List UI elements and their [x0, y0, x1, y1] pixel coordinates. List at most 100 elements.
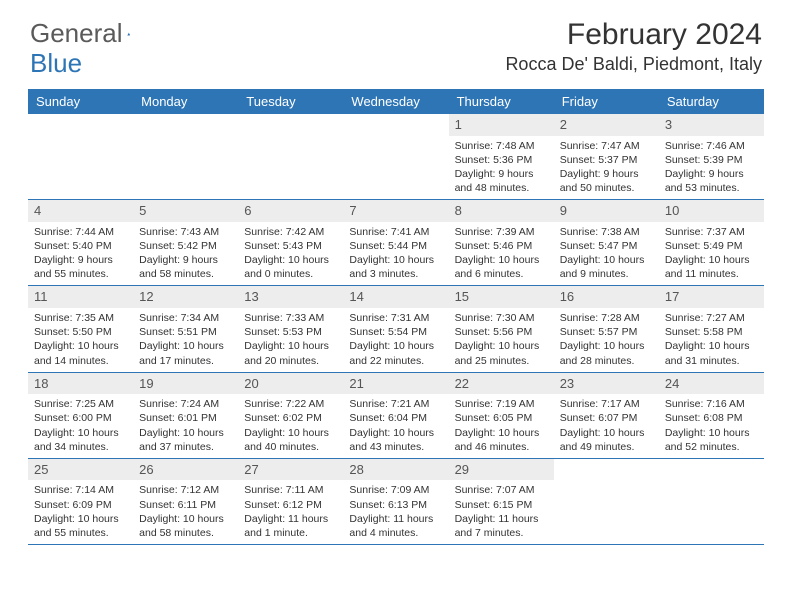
- sunrise-text: Sunrise: 7:46 AM: [665, 139, 758, 153]
- daylight-text: Daylight: 10 hours and 6 minutes.: [455, 253, 548, 281]
- sunrise-text: Sunrise: 7:24 AM: [139, 397, 232, 411]
- day-cell: 16Sunrise: 7:28 AMSunset: 5:57 PMDayligh…: [554, 286, 659, 371]
- daylight-text: Daylight: 9 hours and 53 minutes.: [665, 167, 758, 195]
- sunrise-text: Sunrise: 7:14 AM: [34, 483, 127, 497]
- sail-icon: [127, 23, 131, 45]
- day-cell: 8Sunrise: 7:39 AMSunset: 5:46 PMDaylight…: [449, 200, 554, 285]
- sunrise-text: Sunrise: 7:38 AM: [560, 225, 653, 239]
- day-body: Sunrise: 7:46 AMSunset: 5:39 PMDaylight:…: [659, 136, 764, 200]
- day-cell: 17Sunrise: 7:27 AMSunset: 5:58 PMDayligh…: [659, 286, 764, 371]
- sunrise-text: Sunrise: 7:47 AM: [560, 139, 653, 153]
- day-number: 7: [343, 200, 448, 222]
- day-cell: 23Sunrise: 7:17 AMSunset: 6:07 PMDayligh…: [554, 373, 659, 458]
- sunset-text: Sunset: 6:15 PM: [455, 498, 548, 512]
- daylight-text: Daylight: 10 hours and 58 minutes.: [139, 512, 232, 540]
- sunrise-text: Sunrise: 7:07 AM: [455, 483, 548, 497]
- daylight-text: Daylight: 10 hours and 22 minutes.: [349, 339, 442, 367]
- sunset-text: Sunset: 5:43 PM: [244, 239, 337, 253]
- day-body: Sunrise: 7:12 AMSunset: 6:11 PMDaylight:…: [133, 480, 238, 544]
- brand-part2: Blue: [30, 48, 82, 79]
- sunset-text: Sunset: 6:12 PM: [244, 498, 337, 512]
- daylight-text: Daylight: 10 hours and 43 minutes.: [349, 426, 442, 454]
- sunset-text: Sunset: 5:51 PM: [139, 325, 232, 339]
- day-cell: 10Sunrise: 7:37 AMSunset: 5:49 PMDayligh…: [659, 200, 764, 285]
- daylight-text: Daylight: 10 hours and 3 minutes.: [349, 253, 442, 281]
- day-number: 12: [133, 286, 238, 308]
- day-cell: [659, 459, 764, 544]
- day-cell: 19Sunrise: 7:24 AMSunset: 6:01 PMDayligh…: [133, 373, 238, 458]
- location-subtitle: Rocca De' Baldi, Piedmont, Italy: [505, 54, 762, 75]
- day-body: Sunrise: 7:37 AMSunset: 5:49 PMDaylight:…: [659, 222, 764, 286]
- day-number: 6: [238, 200, 343, 222]
- day-cell: 3Sunrise: 7:46 AMSunset: 5:39 PMDaylight…: [659, 114, 764, 199]
- day-number: 18: [28, 373, 133, 395]
- day-body: Sunrise: 7:09 AMSunset: 6:13 PMDaylight:…: [343, 480, 448, 544]
- day-number: 21: [343, 373, 448, 395]
- sunset-text: Sunset: 5:56 PM: [455, 325, 548, 339]
- day-cell: 1Sunrise: 7:48 AMSunset: 5:36 PMDaylight…: [449, 114, 554, 199]
- dow-thursday: Thursday: [449, 89, 554, 114]
- sunset-text: Sunset: 6:07 PM: [560, 411, 653, 425]
- sunrise-text: Sunrise: 7:35 AM: [34, 311, 127, 325]
- sunrise-text: Sunrise: 7:33 AM: [244, 311, 337, 325]
- day-body: Sunrise: 7:44 AMSunset: 5:40 PMDaylight:…: [28, 222, 133, 286]
- day-number: 25: [28, 459, 133, 481]
- day-body: Sunrise: 7:39 AMSunset: 5:46 PMDaylight:…: [449, 222, 554, 286]
- brand-part1: General: [30, 18, 123, 49]
- day-body: Sunrise: 7:41 AMSunset: 5:44 PMDaylight:…: [343, 222, 448, 286]
- week-row: 25Sunrise: 7:14 AMSunset: 6:09 PMDayligh…: [28, 458, 764, 544]
- daylight-text: Daylight: 10 hours and 20 minutes.: [244, 339, 337, 367]
- sunset-text: Sunset: 5:46 PM: [455, 239, 548, 253]
- sunrise-text: Sunrise: 7:09 AM: [349, 483, 442, 497]
- sunset-text: Sunset: 6:01 PM: [139, 411, 232, 425]
- day-cell: 21Sunrise: 7:21 AMSunset: 6:04 PMDayligh…: [343, 373, 448, 458]
- day-cell: 25Sunrise: 7:14 AMSunset: 6:09 PMDayligh…: [28, 459, 133, 544]
- daylight-text: Daylight: 10 hours and 40 minutes.: [244, 426, 337, 454]
- day-number: 19: [133, 373, 238, 395]
- daylight-text: Daylight: 10 hours and 17 minutes.: [139, 339, 232, 367]
- day-cell: 26Sunrise: 7:12 AMSunset: 6:11 PMDayligh…: [133, 459, 238, 544]
- day-number: 24: [659, 373, 764, 395]
- week-row: 1Sunrise: 7:48 AMSunset: 5:36 PMDaylight…: [28, 114, 764, 199]
- daylight-text: Daylight: 9 hours and 50 minutes.: [560, 167, 653, 195]
- week-row: 18Sunrise: 7:25 AMSunset: 6:00 PMDayligh…: [28, 372, 764, 458]
- month-title: February 2024: [505, 18, 762, 52]
- day-number: 1: [449, 114, 554, 136]
- sunrise-text: Sunrise: 7:21 AM: [349, 397, 442, 411]
- daylight-text: Daylight: 10 hours and 46 minutes.: [455, 426, 548, 454]
- day-number: 4: [28, 200, 133, 222]
- daylight-text: Daylight: 10 hours and 49 minutes.: [560, 426, 653, 454]
- day-cell: 6Sunrise: 7:42 AMSunset: 5:43 PMDaylight…: [238, 200, 343, 285]
- daylight-text: Daylight: 9 hours and 55 minutes.: [34, 253, 127, 281]
- dow-monday: Monday: [133, 89, 238, 114]
- day-cell: [343, 114, 448, 199]
- week-row: 11Sunrise: 7:35 AMSunset: 5:50 PMDayligh…: [28, 285, 764, 371]
- daylight-text: Daylight: 9 hours and 58 minutes.: [139, 253, 232, 281]
- sunrise-text: Sunrise: 7:39 AM: [455, 225, 548, 239]
- day-cell: 29Sunrise: 7:07 AMSunset: 6:15 PMDayligh…: [449, 459, 554, 544]
- sunset-text: Sunset: 5:58 PM: [665, 325, 758, 339]
- sunset-text: Sunset: 6:13 PM: [349, 498, 442, 512]
- day-cell: [28, 114, 133, 199]
- sunrise-text: Sunrise: 7:17 AM: [560, 397, 653, 411]
- day-body: Sunrise: 7:30 AMSunset: 5:56 PMDaylight:…: [449, 308, 554, 372]
- brand-logo: General: [30, 18, 151, 49]
- day-number: 5: [133, 200, 238, 222]
- sunset-text: Sunset: 5:42 PM: [139, 239, 232, 253]
- day-number: 11: [28, 286, 133, 308]
- daylight-text: Daylight: 10 hours and 34 minutes.: [34, 426, 127, 454]
- sunset-text: Sunset: 5:57 PM: [560, 325, 653, 339]
- sunset-text: Sunset: 5:49 PM: [665, 239, 758, 253]
- day-body: Sunrise: 7:35 AMSunset: 5:50 PMDaylight:…: [28, 308, 133, 372]
- day-body: Sunrise: 7:21 AMSunset: 6:04 PMDaylight:…: [343, 394, 448, 458]
- day-body: Sunrise: 7:34 AMSunset: 5:51 PMDaylight:…: [133, 308, 238, 372]
- day-body: Sunrise: 7:38 AMSunset: 5:47 PMDaylight:…: [554, 222, 659, 286]
- day-body: Sunrise: 7:48 AMSunset: 5:36 PMDaylight:…: [449, 136, 554, 200]
- day-number: 2: [554, 114, 659, 136]
- day-cell: 11Sunrise: 7:35 AMSunset: 5:50 PMDayligh…: [28, 286, 133, 371]
- sunset-text: Sunset: 5:50 PM: [34, 325, 127, 339]
- day-cell: 22Sunrise: 7:19 AMSunset: 6:05 PMDayligh…: [449, 373, 554, 458]
- day-cell: [133, 114, 238, 199]
- sunrise-text: Sunrise: 7:27 AM: [665, 311, 758, 325]
- day-cell: 9Sunrise: 7:38 AMSunset: 5:47 PMDaylight…: [554, 200, 659, 285]
